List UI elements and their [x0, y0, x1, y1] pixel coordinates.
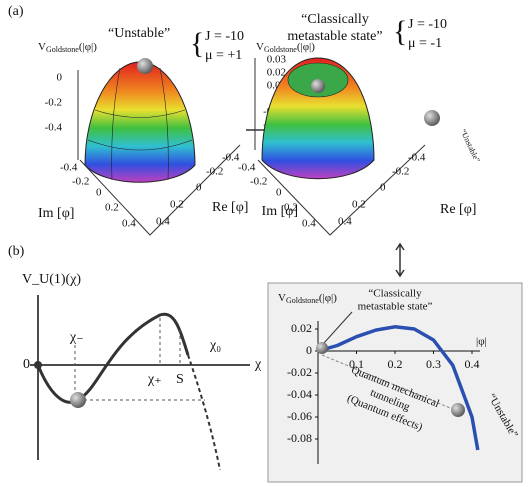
tick-label: 0	[96, 187, 102, 199]
ball	[316, 342, 328, 354]
brace: {	[393, 15, 407, 48]
pointer	[323, 311, 353, 344]
tick-label: 0.4	[156, 216, 170, 228]
z-tick-label: 0	[57, 72, 63, 84]
tick-label: -0.2	[72, 176, 89, 188]
point	[34, 361, 42, 369]
z-tick-label: 0.03	[267, 54, 287, 66]
tick-label: -0.4	[238, 162, 256, 174]
y-tick-label: 0.02	[291, 321, 312, 335]
panel-label: (b)	[8, 244, 25, 259]
x-tick-label: 0.4	[465, 357, 480, 371]
brace: {	[190, 27, 204, 60]
z-axis-label: VGoldstone(|φ|)	[256, 41, 315, 54]
base-axes	[257, 144, 426, 236]
tick-label: -0.2	[250, 176, 267, 188]
param: J = -10	[205, 29, 244, 44]
tick-label: -0.4	[408, 152, 426, 164]
ball	[137, 58, 153, 74]
z-tick-label: -0.2	[45, 97, 62, 109]
point-label: χ₀	[209, 338, 221, 353]
tick-label: -0.2	[392, 166, 409, 178]
y-tick-label: -0.06	[287, 409, 312, 423]
annotation: “Classically	[368, 288, 422, 300]
panel-label: (a)	[8, 4, 24, 19]
point-label: χ₊	[147, 372, 162, 387]
guide-lines	[74, 318, 205, 401]
base-axes	[79, 144, 241, 236]
x-tick-label: 0.3	[426, 357, 441, 371]
side-note: “Unstable”	[459, 128, 482, 164]
tick-label: 0.2	[170, 199, 184, 211]
tick-label: 0.2	[284, 202, 298, 214]
chart-title: VGoldstone(|φ|)	[278, 292, 337, 305]
double-arrow	[395, 242, 405, 278]
tick-label: 0	[276, 187, 282, 199]
ball	[451, 403, 465, 417]
surface	[84, 61, 196, 183]
param: μ = -1	[408, 36, 442, 51]
ball	[70, 392, 86, 408]
point-label: S	[176, 372, 184, 387]
point-label: χ₋	[69, 330, 84, 345]
origin-label: 0	[23, 357, 30, 372]
curve	[317, 325, 480, 451]
y-axis-label: V_U(1)(χ)	[22, 272, 81, 287]
axis-label: Im [φ]	[38, 206, 74, 221]
param: μ = +1	[205, 48, 242, 63]
z-axis-label: VGoldstone(|φ|)	[38, 41, 97, 54]
axis-label: Re [φ]	[440, 202, 476, 217]
tick-label: 0	[380, 182, 386, 194]
potential-curve-dashed	[187, 354, 221, 471]
axis-label: Re [φ]	[212, 200, 248, 215]
annotation: “Unstable”	[108, 26, 170, 41]
mesh	[87, 67, 193, 181]
tick-label: 0.4	[302, 218, 316, 230]
ball	[424, 110, 440, 126]
potential-curve	[36, 312, 190, 404]
tick-label: -0.4	[60, 162, 78, 174]
ball	[311, 79, 325, 93]
y-tick-label: -0.02	[287, 365, 312, 379]
tick-label: 0.2	[105, 202, 119, 214]
tick-label: -0.2	[206, 166, 223, 178]
tick-label: 0.4	[122, 218, 136, 230]
x-axis-label: |φ|	[476, 336, 487, 348]
z-tick-label: -0.4	[45, 122, 63, 134]
y-tick-label: -0.08	[287, 431, 312, 445]
tick-label: -0.4	[222, 152, 240, 164]
y-tick-label: -0.04	[287, 387, 312, 401]
chart-box	[267, 282, 523, 483]
x-tick-label: 0.2	[388, 357, 403, 371]
z-tick-label: 0.02	[267, 67, 286, 79]
y-tick-label: 0	[306, 343, 312, 357]
axis-label: Im [φ]	[262, 204, 298, 219]
tunnel-arrow	[321, 354, 456, 411]
x-axis-label: χ	[254, 357, 262, 372]
plot: 0.02 0 -0.02 -0.04 -0.06 -0.08 0.1 0.2 0.3 0.4	[287, 321, 480, 464]
tick-label: 0.2	[352, 199, 366, 211]
annotation: metastable state”	[358, 301, 433, 313]
param: J = -10	[408, 17, 447, 32]
tick-label: 0.4	[338, 216, 352, 228]
surface	[261, 57, 375, 180]
annotation: metastable state”	[287, 29, 382, 44]
tick-label: 0	[196, 182, 202, 194]
x-tick-label: 0.1	[349, 357, 364, 371]
annotation: “Classically	[301, 12, 369, 27]
